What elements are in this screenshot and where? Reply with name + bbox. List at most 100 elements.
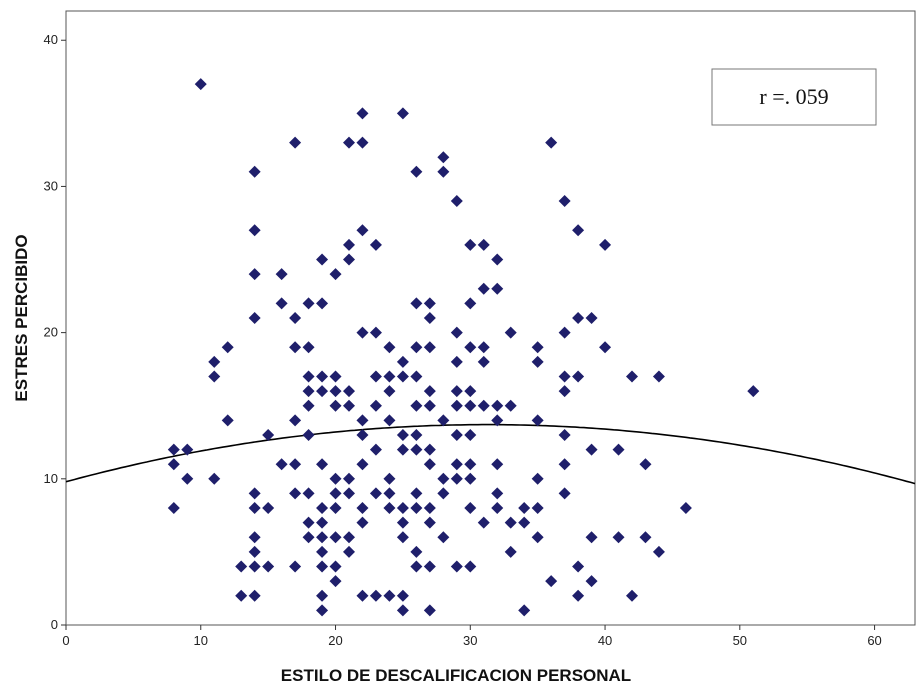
data-point [316, 516, 329, 529]
data-point [747, 385, 760, 398]
data-point [572, 370, 585, 383]
data-point [167, 502, 180, 515]
data-point [369, 238, 382, 251]
data-point [289, 312, 302, 324]
data-point [369, 326, 382, 339]
data-point [167, 443, 180, 456]
data-point [491, 253, 504, 266]
data-point [437, 151, 450, 164]
data-point [450, 472, 463, 485]
data-point [289, 487, 302, 500]
data-point [504, 545, 517, 558]
data-point [437, 531, 450, 544]
data-point [612, 531, 625, 544]
data-point [558, 458, 571, 471]
data-points [167, 78, 760, 617]
data-point [329, 472, 342, 485]
data-point [585, 575, 598, 588]
data-point [181, 472, 194, 485]
data-point [248, 487, 261, 500]
data-point [316, 560, 329, 573]
data-point [410, 487, 423, 500]
data-point [343, 487, 355, 500]
data-point [639, 458, 652, 471]
data-point [464, 385, 477, 398]
data-point [396, 428, 409, 441]
data-point [518, 502, 531, 515]
data-point [289, 414, 302, 427]
data-point [558, 385, 571, 398]
data-point [626, 370, 638, 383]
data-point [208, 370, 221, 383]
data-point [545, 136, 558, 149]
y-tick-label: 40 [44, 32, 58, 47]
data-point [410, 502, 423, 515]
data-point [356, 502, 369, 515]
data-point [626, 589, 638, 602]
data-point [356, 458, 369, 471]
data-point [652, 545, 665, 558]
data-point [356, 414, 369, 427]
data-point [356, 136, 369, 149]
data-point [410, 560, 423, 573]
data-point [585, 443, 598, 456]
data-point [491, 458, 504, 471]
data-point [477, 282, 490, 295]
data-point [343, 531, 355, 544]
data-point [329, 575, 342, 588]
data-point [450, 195, 463, 208]
data-point [396, 516, 409, 529]
fit-line [65, 423, 916, 485]
data-point [423, 399, 436, 412]
x-tick-label: 0 [62, 633, 69, 648]
data-point [302, 341, 315, 354]
x-axis-title: ESTILO DE DESCALIFICACION PERSONAL [281, 666, 631, 685]
data-point [396, 589, 409, 602]
data-point [302, 370, 315, 383]
data-point [396, 443, 409, 456]
data-point [316, 370, 329, 383]
data-point [343, 399, 355, 412]
data-point [572, 589, 585, 602]
data-point [410, 341, 423, 354]
data-point [356, 224, 369, 237]
data-point [437, 472, 450, 485]
data-point [383, 502, 396, 515]
data-point [423, 443, 436, 456]
data-point [464, 458, 477, 471]
x-tick-label: 20 [328, 633, 342, 648]
data-point [302, 516, 315, 529]
data-point [369, 443, 382, 456]
data-point [302, 385, 315, 398]
data-point [248, 531, 261, 544]
data-point [208, 472, 221, 485]
data-point [343, 545, 355, 558]
data-point [194, 78, 207, 91]
y-tick-label: 30 [44, 178, 58, 193]
data-point [477, 355, 490, 368]
data-point [464, 428, 477, 441]
data-point [221, 414, 234, 427]
x-axis: 0 10 20 30 40 50 60 [62, 625, 882, 648]
data-point [369, 487, 382, 500]
data-point [275, 297, 288, 310]
data-point [572, 312, 585, 324]
data-point [423, 341, 436, 354]
data-point [369, 589, 382, 602]
annotation-box [711, 68, 877, 126]
data-point [450, 560, 463, 573]
data-point [585, 531, 598, 544]
data-point [558, 195, 571, 208]
data-point [450, 385, 463, 398]
data-point [275, 268, 288, 281]
data-point [329, 560, 342, 573]
data-point [356, 589, 369, 602]
y-tick-label: 0 [51, 617, 58, 632]
data-point [531, 414, 544, 427]
data-point [410, 443, 423, 456]
data-point [302, 531, 315, 544]
data-point [396, 604, 409, 617]
data-point [383, 487, 396, 500]
data-point [464, 341, 477, 354]
